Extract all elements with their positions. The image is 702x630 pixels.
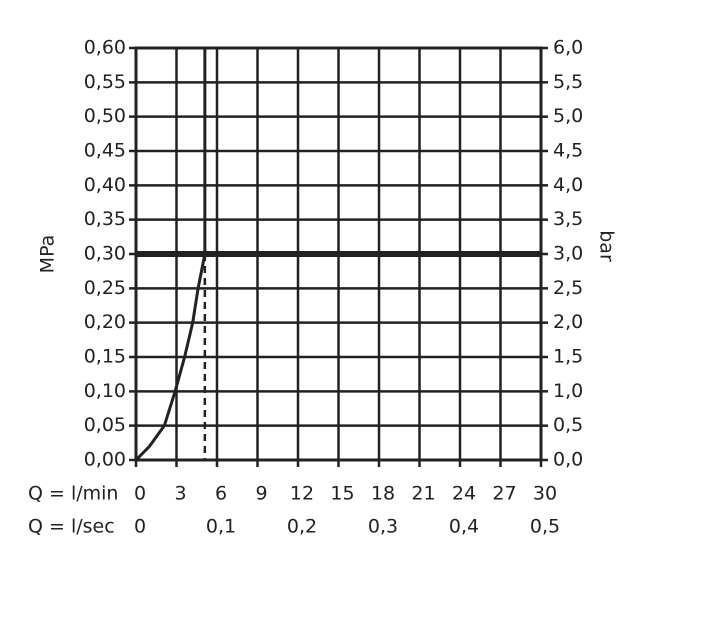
x-tick-label: 27 xyxy=(492,483,516,505)
y-tick-label: 0,10 xyxy=(84,380,126,402)
y2-tick-label: 3,0 xyxy=(553,243,583,265)
x-tick-label: 21 xyxy=(411,483,435,505)
x2-tick-label: 0,1 xyxy=(206,516,236,538)
x-tick-label: 3 xyxy=(174,483,186,505)
x2-tick-label: 0,4 xyxy=(449,516,479,538)
y2-tick-label: 5,5 xyxy=(553,71,583,93)
y2-tick-label: 3,5 xyxy=(553,208,583,230)
y-tick-label: 0,00 xyxy=(84,449,126,471)
y-tick-label: 0,45 xyxy=(84,140,126,162)
y2-tick-label: 4,5 xyxy=(553,140,583,162)
y-tick-label: 0,55 xyxy=(84,71,126,93)
y-tick-label: 0,20 xyxy=(84,311,126,333)
x-tick-label: 9 xyxy=(255,483,267,505)
y2-tick-label: 1,5 xyxy=(553,346,583,368)
x-tick-label: 6 xyxy=(215,483,227,505)
y-tick-label: 0,40 xyxy=(84,174,126,196)
y2-tick-label: 1,0 xyxy=(553,380,583,402)
x-tick-label: 15 xyxy=(330,483,354,505)
y-tick-label: 0,35 xyxy=(84,208,126,230)
x-tick-label: 30 xyxy=(533,483,557,505)
y2-tick-label: 0,5 xyxy=(553,414,583,436)
y2-tick-label: 6,0 xyxy=(553,37,583,59)
x2-axis-label: Q = l/sec xyxy=(28,516,115,538)
x2-tick-label: 0,3 xyxy=(368,516,398,538)
y2-tick-label: 2,0 xyxy=(553,311,583,333)
y-tick-label: 0,25 xyxy=(84,277,126,299)
x-axis-label: Q = l/min xyxy=(28,483,118,505)
x-tick-label: 0 xyxy=(134,483,146,505)
y2-tick-label: 2,5 xyxy=(553,277,583,299)
x2-tick-label: 0 xyxy=(134,516,146,538)
y-tick-label: 0,05 xyxy=(84,414,126,436)
y-tick-label: 0,60 xyxy=(84,37,126,59)
x2-tick-label: 0,2 xyxy=(287,516,317,538)
y2-tick-label: 5,0 xyxy=(553,105,583,127)
x2-tick-label: 0,5 xyxy=(530,516,560,538)
x-tick-label: 12 xyxy=(290,483,314,505)
y-tick-label: 0,50 xyxy=(84,105,126,127)
x-tick-label: 24 xyxy=(452,483,476,505)
x-tick-label: 18 xyxy=(371,483,395,505)
y2-tick-label: 4,0 xyxy=(553,174,583,196)
y-tick-label: 0,15 xyxy=(84,346,126,368)
curve xyxy=(134,48,207,462)
y-tick-label: 0,30 xyxy=(84,243,126,265)
y2-axis-label: bar xyxy=(596,230,618,262)
y-axis-label: MPa xyxy=(37,235,59,274)
y2-tick-label: 0,0 xyxy=(553,449,583,471)
